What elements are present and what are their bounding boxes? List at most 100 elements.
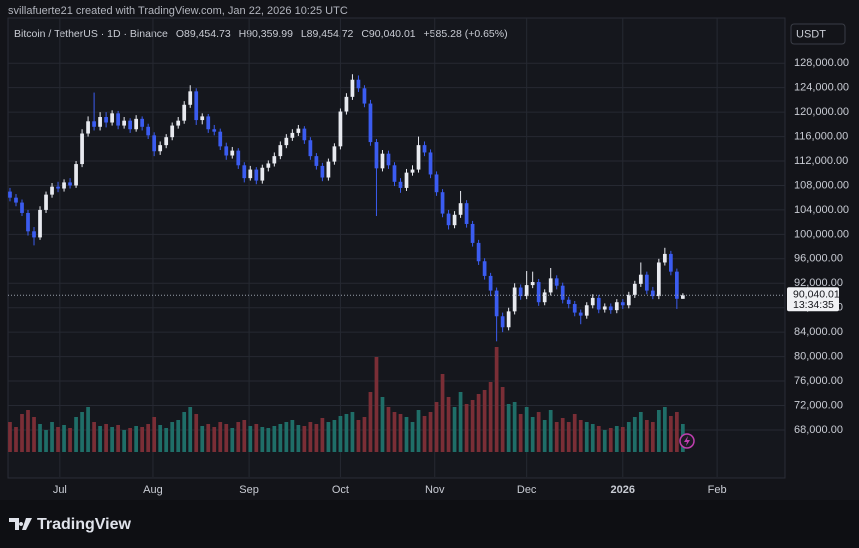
candle-body — [494, 290, 499, 317]
x-tick-label: Jul — [53, 484, 67, 496]
volume-bar — [38, 424, 42, 452]
candle-body — [230, 150, 235, 156]
candle-body — [344, 96, 349, 112]
candle-body — [242, 165, 247, 179]
volume-bar — [50, 422, 54, 452]
volume-bar — [230, 428, 235, 452]
volume-bar — [506, 404, 511, 452]
candle-body — [104, 117, 108, 123]
volume-bar — [428, 412, 433, 452]
candle-body — [134, 118, 139, 130]
x-tick-label: Sep — [239, 484, 259, 496]
candle-body — [482, 261, 487, 276]
volume-bar — [170, 422, 175, 452]
volume-bar — [320, 418, 325, 452]
candle-body — [392, 165, 397, 182]
candle-body — [116, 113, 120, 126]
candle-body — [50, 186, 54, 195]
candle-body — [80, 133, 84, 165]
candle-body — [638, 274, 643, 284]
candle-body — [440, 192, 445, 214]
volume-bar — [86, 407, 90, 452]
volume-bar — [356, 420, 361, 452]
candle-body — [662, 253, 667, 263]
volume-bar — [272, 426, 277, 452]
volume-bar — [188, 407, 193, 452]
volume-bar — [314, 424, 319, 452]
candle-body — [386, 153, 391, 166]
candle-body — [170, 125, 175, 138]
volume-bar — [194, 414, 199, 452]
open-value: O89,454.73 — [176, 28, 231, 40]
candle-body — [368, 103, 373, 143]
volume-bar — [134, 426, 139, 452]
candle-body — [428, 152, 433, 175]
candle-body — [332, 146, 337, 162]
candle-body — [14, 197, 18, 203]
volume-bar — [56, 427, 60, 452]
logo: TradingView — [9, 516, 132, 533]
y-tick-label: 116,000.00 — [794, 130, 848, 142]
volume-bar — [68, 428, 72, 452]
volume-bar — [470, 400, 475, 452]
candle-body — [26, 212, 30, 232]
candle-body — [380, 153, 385, 169]
candle-body — [146, 126, 151, 136]
candle-body — [8, 191, 12, 198]
candle-body — [524, 285, 529, 297]
candle-body — [182, 104, 187, 121]
volume-bar — [596, 426, 601, 452]
volume-bar — [212, 427, 217, 452]
y-tick-label: 108,000.00 — [794, 179, 849, 191]
candle-body — [164, 137, 169, 146]
volume-bar — [80, 412, 84, 452]
candle-body — [350, 79, 355, 97]
volume-bar — [182, 412, 187, 452]
close-value: C90,040.01 — [361, 28, 415, 40]
volume-bar — [92, 422, 96, 452]
credit: svillafuerte21 created with TradingView.… — [8, 5, 348, 17]
volume-bar — [614, 426, 619, 452]
x-tick-label: Dec — [517, 484, 537, 496]
candle-body — [284, 137, 289, 146]
volume-bar — [566, 422, 571, 452]
x-tick-label: Nov — [425, 484, 445, 496]
y-tick-label: 120,000.00 — [794, 106, 849, 118]
candle-body — [404, 172, 409, 188]
candle-body — [278, 145, 283, 157]
x-tick-label: Oct — [332, 484, 349, 496]
candle-body — [68, 182, 72, 186]
volume-bar — [296, 425, 301, 452]
volume-bar — [200, 426, 205, 452]
volume-bar — [380, 397, 385, 452]
candle-body — [32, 231, 36, 238]
volume-bar — [392, 412, 397, 452]
volume-bar — [650, 422, 655, 452]
volume-bar — [434, 402, 439, 452]
alert-icon[interactable] — [679, 433, 695, 449]
currency[interactable]: USDT — [796, 28, 826, 40]
candle-body — [584, 305, 589, 316]
y-tick-label: 96,000.00 — [794, 253, 843, 265]
currency-box[interactable] — [790, 23, 846, 45]
candle-body — [320, 165, 325, 178]
volume-bar — [608, 428, 613, 452]
candle-body — [38, 209, 42, 238]
candle-body — [110, 113, 114, 123]
volume-bar — [104, 424, 108, 452]
candle-body — [476, 242, 481, 262]
volume-bar — [248, 426, 253, 452]
candle-body — [236, 150, 241, 166]
volume-bar — [350, 412, 355, 452]
volume-bar — [440, 374, 445, 452]
volume-bar — [62, 425, 66, 452]
volume-bar — [524, 407, 529, 452]
volume-bar — [662, 407, 667, 452]
symbol-title: Bitcoin / TetherUS · 1D · Binance — [14, 28, 168, 40]
volume-bar — [584, 422, 589, 452]
candle-body — [470, 223, 475, 243]
candle-body — [536, 282, 541, 303]
candle-body — [554, 278, 559, 286]
volume-bar — [518, 414, 523, 452]
candle-body — [86, 121, 90, 134]
